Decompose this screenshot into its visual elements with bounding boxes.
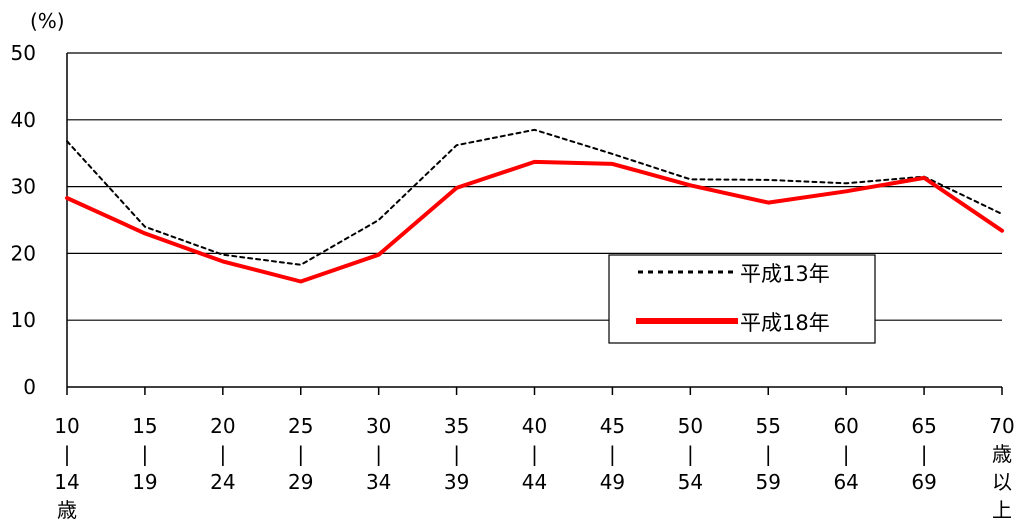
- x-tick-label-part: 39: [444, 470, 469, 494]
- y-tick-label-10: 10: [11, 308, 36, 332]
- x-tick-label-part: 歳: [992, 442, 1012, 466]
- x-tick-label-30: 30 | 34: [366, 414, 391, 494]
- legend-label-heisei13: 平成13年: [740, 262, 830, 286]
- x-tick-label-part: 上: [992, 498, 1012, 522]
- legend: 平成13年 平成18年: [608, 254, 876, 344]
- x-tick-labels: 10|14歳15|1920|2425|2930|3435|3940|4445|4…: [54, 387, 1015, 522]
- x-tick-label-part: 59: [756, 470, 781, 494]
- x-tick-label-part: 65: [911, 414, 936, 438]
- x-tick-label-part: 15: [132, 414, 157, 438]
- x-tick-label-part: 60: [833, 414, 858, 438]
- x-tick-label-part: 以: [992, 470, 1012, 494]
- x-tick-label-35: 35 | 39: [444, 414, 469, 494]
- x-tick-label-10: 10 | 14 歳: [54, 414, 79, 522]
- x-tick-label-part: 54: [678, 470, 703, 494]
- y-tick-label-50: 50: [11, 41, 36, 65]
- x-tick-label-part: 34: [366, 470, 391, 494]
- x-tick-label-part: |: [375, 442, 382, 466]
- series-lines: [65, 128, 1004, 284]
- y-tick-label-30: 30: [11, 175, 36, 199]
- x-tick-label-20: 20 | 24: [210, 414, 235, 494]
- x-tick-label-part: |: [765, 442, 772, 466]
- x-tick-label-25: 25 | 29: [288, 414, 313, 494]
- x-tick-label-part: 歳: [57, 498, 77, 522]
- x-tick-label-part: |: [531, 442, 538, 466]
- x-tick-label-15: 15 | 19: [132, 414, 157, 494]
- x-tick-label-part: |: [921, 442, 928, 466]
- x-tick-label-part: 49: [600, 470, 625, 494]
- x-tick-label-part: |: [142, 442, 149, 466]
- x-tick-label-part: |: [219, 442, 226, 466]
- x-tick-label-part: |: [609, 442, 616, 466]
- x-tick-label-50: 50 | 54: [678, 414, 703, 494]
- y-unit-label: (%): [30, 9, 65, 33]
- x-tick-label-part: 10: [54, 414, 79, 438]
- y-tick-label-20: 20: [11, 241, 36, 265]
- x-tick-label-part: 24: [210, 470, 235, 494]
- x-tick-label-65: 65 | 69: [911, 414, 936, 494]
- legend-label-heisei18: 平成18年: [740, 311, 830, 335]
- x-tick-label-part: |: [687, 442, 694, 466]
- y-tick-label-40: 40: [11, 108, 36, 132]
- x-tick-label-part: 19: [132, 470, 157, 494]
- y-tick-labels: 0 10 20 30 40 50: [11, 41, 36, 399]
- x-tick-label-part: 50: [678, 414, 703, 438]
- y-tick-label-0: 0: [23, 375, 36, 399]
- x-tick-label-part: |: [453, 442, 460, 466]
- x-tick-label-70: 70 歳以上: [989, 414, 1014, 522]
- x-tick-label-part: 25: [288, 414, 313, 438]
- x-tick-label-55: 55 | 59: [756, 414, 781, 494]
- x-tick-label-part: 70: [989, 414, 1014, 438]
- x-tick-label-part: 55: [756, 414, 781, 438]
- legend-box: [608, 254, 876, 344]
- x-tick-label-60: 60 | 64: [833, 414, 858, 494]
- x-tick-label-part: |: [297, 442, 304, 466]
- x-tick-label-part: 29: [288, 470, 313, 494]
- x-tick-label-part: |: [64, 442, 71, 466]
- x-tick-label-40: 40 | 44: [522, 414, 547, 494]
- x-tick-label-part: 45: [600, 414, 625, 438]
- x-tick-label-part: 64: [833, 470, 858, 494]
- x-tick-label-part: 44: [522, 470, 547, 494]
- x-tick-label-part: 20: [210, 414, 235, 438]
- x-tick-label-45: 45 | 49: [600, 414, 625, 494]
- x-tick-label-part: 69: [911, 470, 936, 494]
- x-tick-label-part: 40: [522, 414, 547, 438]
- x-tick-label-part: 30: [366, 414, 391, 438]
- series-line-heisei13: [66, 128, 1003, 266]
- series-line-heisei18: [65, 159, 1004, 284]
- x-tick-label-part: 14: [54, 470, 79, 494]
- x-tick-label-part: 35: [444, 414, 469, 438]
- x-tick-label-part: |: [843, 442, 850, 466]
